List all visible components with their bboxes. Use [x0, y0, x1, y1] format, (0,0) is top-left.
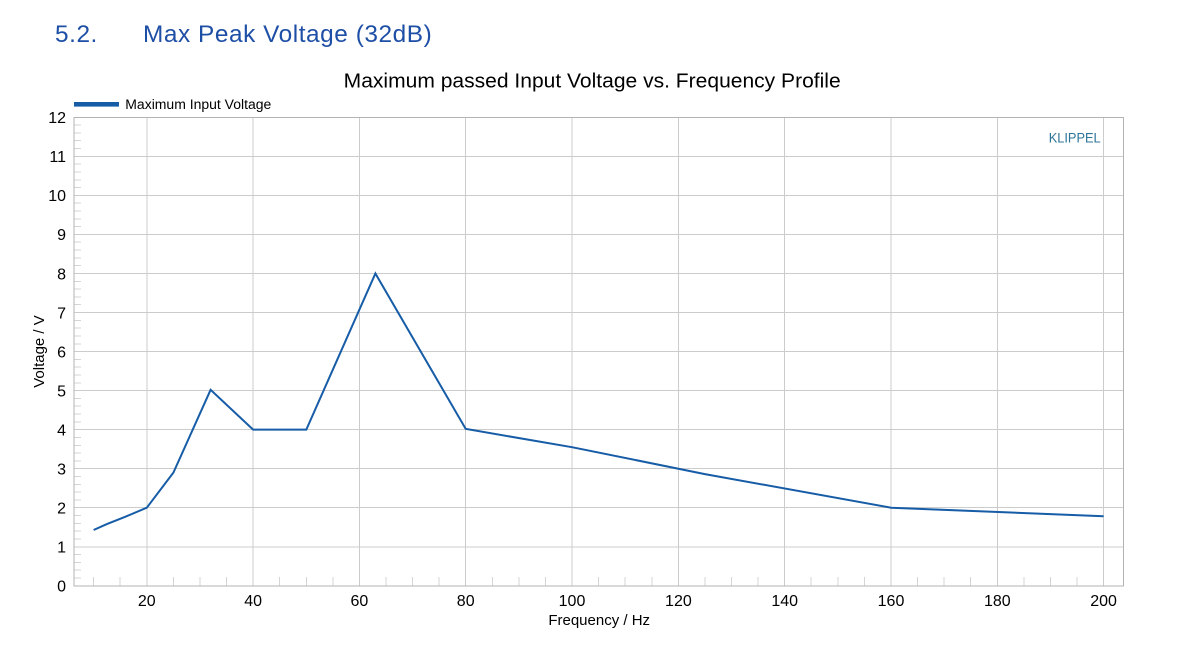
- svg-text:6: 6: [57, 344, 66, 361]
- svg-text:40: 40: [244, 593, 262, 610]
- svg-text:Maximum passed Input Voltage v: Maximum passed Input Voltage vs. Frequen…: [344, 71, 841, 93]
- svg-text:120: 120: [665, 593, 692, 610]
- svg-text:12: 12: [48, 110, 66, 127]
- svg-text:0: 0: [57, 579, 66, 596]
- svg-text:180: 180: [984, 593, 1011, 610]
- svg-text:5: 5: [57, 383, 66, 400]
- svg-text:20: 20: [138, 593, 156, 610]
- svg-text:KLIPPEL: KLIPPEL: [1049, 130, 1101, 146]
- svg-text:4: 4: [57, 422, 66, 439]
- svg-text:3: 3: [57, 462, 66, 479]
- svg-text:8: 8: [57, 266, 66, 283]
- svg-text:Voltage / V: Voltage / V: [31, 315, 48, 388]
- svg-text:1: 1: [57, 540, 66, 557]
- svg-text:Maximum Input Voltage: Maximum Input Voltage: [125, 97, 271, 113]
- svg-text:100: 100: [559, 593, 586, 610]
- svg-text:5.2.: 5.2.: [55, 21, 98, 48]
- svg-text:10: 10: [48, 188, 66, 205]
- svg-text:140: 140: [771, 593, 798, 610]
- svg-text:80: 80: [457, 593, 475, 610]
- svg-text:Frequency / Hz: Frequency / Hz: [548, 612, 650, 629]
- svg-text:2: 2: [57, 501, 66, 518]
- svg-text:60: 60: [351, 593, 369, 610]
- svg-text:11: 11: [49, 149, 66, 166]
- svg-text:9: 9: [57, 227, 66, 244]
- svg-text:7: 7: [57, 305, 66, 322]
- svg-text:200: 200: [1090, 593, 1117, 610]
- svg-text:Max Peak Voltage (32dB): Max Peak Voltage (32dB): [143, 21, 432, 48]
- svg-text:160: 160: [878, 593, 905, 610]
